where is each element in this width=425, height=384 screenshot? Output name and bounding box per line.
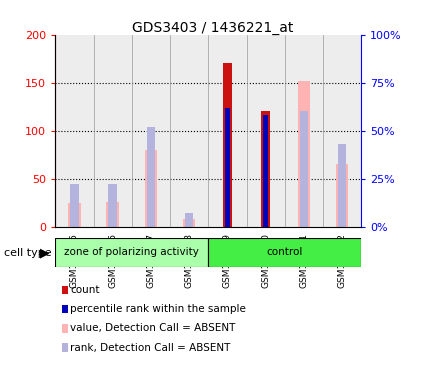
Bar [263, 115, 269, 227]
Text: cell type: cell type [4, 248, 52, 258]
Bar [208, 35, 246, 227]
Bar [185, 213, 193, 227]
Text: count: count [70, 285, 99, 295]
Text: control: control [266, 247, 303, 258]
Bar [336, 164, 348, 227]
Text: GDS3403 / 1436221_at: GDS3403 / 1436221_at [132, 21, 293, 35]
Text: ▶: ▶ [40, 246, 49, 259]
Bar [147, 127, 155, 227]
Text: zone of polarizing activity: zone of polarizing activity [64, 247, 199, 258]
Bar [300, 111, 308, 227]
Text: rank, Detection Call = ABSENT: rank, Detection Call = ABSENT [70, 343, 230, 353]
Bar [68, 203, 81, 227]
Bar [285, 35, 323, 227]
Bar [132, 35, 170, 227]
Bar [108, 184, 117, 227]
Text: percentile rank within the sample: percentile rank within the sample [70, 304, 246, 314]
Bar [94, 35, 132, 227]
Bar [246, 35, 285, 227]
Bar [298, 81, 310, 227]
Bar [223, 63, 232, 227]
Bar [323, 35, 361, 227]
Text: value, Detection Call = ABSENT: value, Detection Call = ABSENT [70, 323, 235, 333]
Bar [183, 219, 196, 227]
Bar [224, 108, 230, 227]
Bar [170, 35, 208, 227]
Bar [70, 184, 79, 227]
Bar [208, 238, 361, 267]
Bar [106, 202, 119, 227]
Bar [338, 144, 346, 227]
Bar [55, 35, 94, 227]
Bar [261, 111, 270, 227]
Bar [144, 150, 157, 227]
Bar [55, 238, 208, 267]
